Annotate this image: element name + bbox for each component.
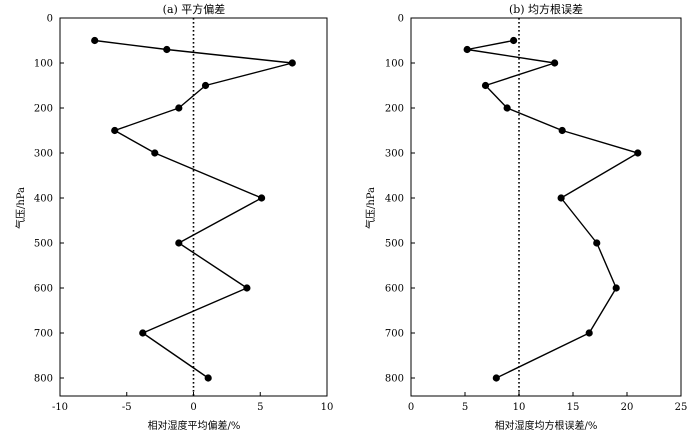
panel-b-ytick-label: 700 [385, 329, 404, 340]
panel-a-ylabel: 气压/hPa [14, 187, 27, 229]
panel-a-data-point [151, 149, 159, 157]
panel-a-data-point [163, 45, 171, 54]
panel-b-ytick-label: 800 [385, 374, 404, 385]
panel-b-ytick-label: 200 [385, 104, 404, 115]
panel-a-xtick-label: -5 [122, 402, 132, 413]
panel-b-frame [410, 17, 682, 397]
panel-b-xtick-label: 5 [462, 402, 468, 413]
panel-a-data-point [243, 284, 251, 292]
panel-b-data-point [492, 374, 500, 382]
panel-b-title: (b) 均方根误差 [509, 2, 583, 16]
panel-b-data-point [612, 284, 620, 292]
panel-b-data-point [634, 149, 642, 157]
panel-a-ytick-label: 100 [34, 59, 53, 70]
panel-b-data-point [593, 239, 601, 247]
panel-b-data-point [463, 45, 471, 54]
panel-b-xtick-label: 20 [621, 402, 634, 413]
panel-a-data-point [204, 374, 212, 382]
panel-b-series-line [466, 39, 639, 379]
panel-a-xtick-label: 5 [257, 402, 263, 413]
panel-a-xlabel: 相对湿度平均偏差/% [148, 419, 241, 432]
panel-a-ytick-label: 700 [34, 329, 53, 340]
panel-b-data-point [551, 59, 559, 67]
panel-b-ytick-label: 600 [385, 284, 404, 295]
panel-a-ytick-label: 300 [34, 149, 53, 160]
panel-a-data-point [175, 239, 183, 247]
panel-a-xtick-label: -10 [52, 402, 68, 413]
panel-b-xtick-label: 15 [567, 402, 580, 413]
panel-b-data-point [585, 329, 593, 337]
panel-b-ytick-label: 300 [385, 149, 404, 160]
panel-b-data-point [557, 194, 565, 202]
panel-a-xtick-label: 10 [321, 402, 334, 413]
panel-a-ytick-label: 400 [34, 194, 53, 205]
panel-b-xtick-label: 10 [513, 402, 526, 413]
panel-a-data-point [201, 81, 210, 90]
panel-b-ytick-label: 400 [385, 194, 404, 205]
panel-a-ytick-label: 0 [47, 14, 53, 25]
panel-b-data-point [558, 126, 566, 135]
panel-a-xtick-label: 0 [190, 402, 196, 413]
panel-a-series-line [94, 39, 293, 379]
panel-a-ytick-label: 800 [34, 374, 53, 385]
panel-b-xlabel: 相对湿度均方根误差/% [495, 419, 598, 432]
panel-b-data-point [503, 104, 511, 112]
panel-a-ytick-label: 500 [34, 239, 53, 250]
panel-a-data-point [257, 194, 266, 202]
panel-a-ytick-label: 600 [34, 284, 53, 295]
panel-b: (b) 均方根误差 相对湿度均方根误差/% 气压/hPa 0 5 10 15 20 250… [364, 2, 687, 432]
panel-a-data-point [288, 59, 296, 67]
panel-b-ytick-label: 500 [385, 239, 404, 250]
panel-b-plot: 0 5 10 15 20 25 0 100 200 300 400 500 600 700 800 [385, 14, 687, 414]
panel-a-data-point [91, 36, 99, 45]
panel-a-ytick-label: 200 [34, 104, 53, 115]
panel-b-ylabel: 气压/hPa [364, 187, 377, 229]
panel-a-data-point [139, 329, 147, 337]
panel-b-xtick-label: 25 [675, 402, 688, 413]
panel-b-data-point [509, 36, 518, 45]
panel-b-ytick-label: 100 [385, 59, 404, 70]
panel-b-data-point [481, 81, 490, 90]
panel-a: (a) 平方偏差 相对湿度平均偏差/% 气压/hPa -10 -5 0 5 100100… [14, 2, 333, 432]
panel-b-ytick-label: 0 [398, 14, 404, 25]
panel-a-data-point [175, 104, 183, 112]
panel-b-xtick-label: 0 [408, 402, 414, 413]
panel-a-title: (a) 平方偏差 [163, 2, 226, 16]
panel-a-data-point [111, 126, 119, 135]
